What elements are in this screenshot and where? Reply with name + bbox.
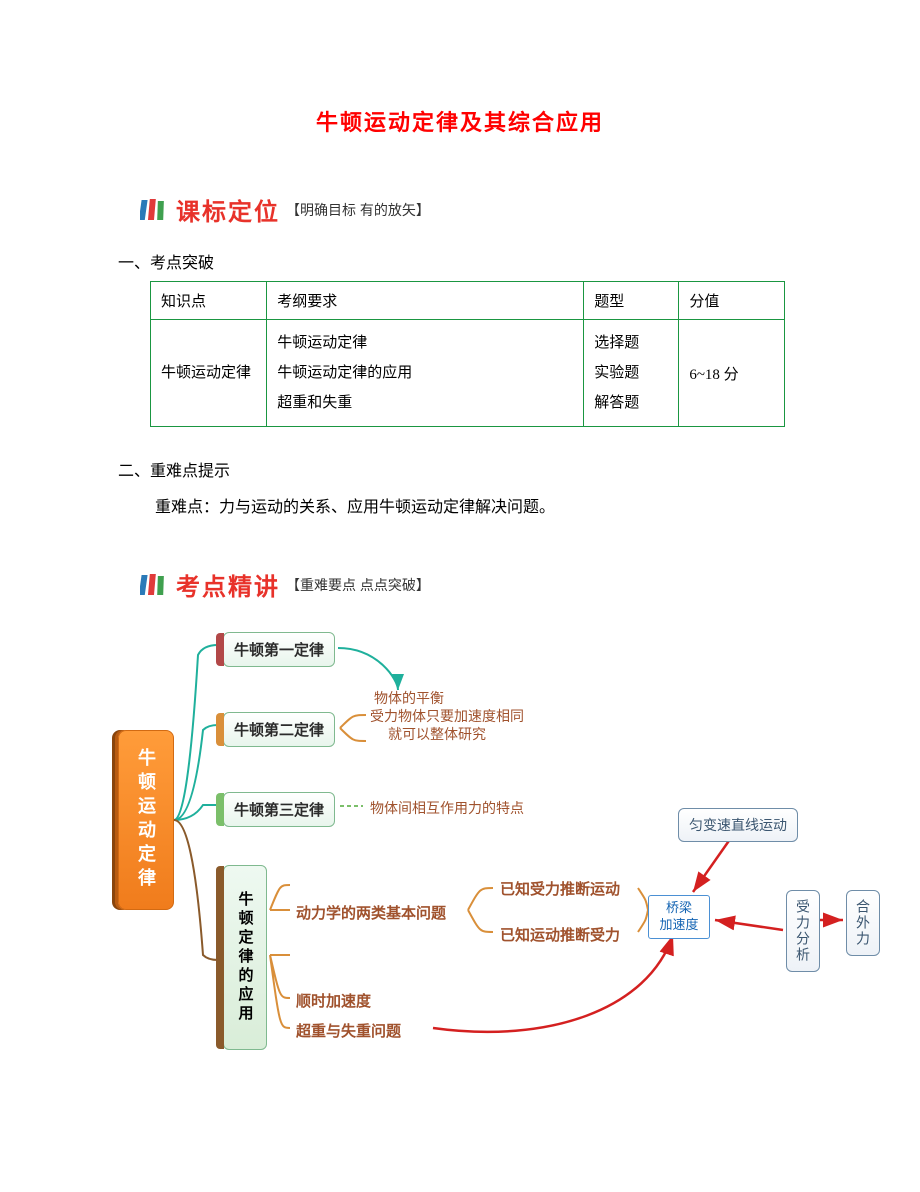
section1-header: 课标定位 【明确目标 有的放矢】	[140, 192, 920, 227]
first-law-label: 牛顿第一定律	[234, 642, 324, 659]
bridge-l1: 桥梁	[653, 900, 705, 917]
th-knowledge: 知识点	[151, 282, 267, 320]
mindmap: 牛顿运动定律 牛顿第一定律 牛顿第二定律 牛顿第三定律 牛顿定律的应用 物体的平…	[118, 610, 898, 1060]
accent-bar	[216, 633, 224, 666]
second-law-label: 牛顿第二定律	[234, 722, 324, 739]
th-score: 分值	[679, 282, 785, 320]
keypoint-text: 重难点：力与运动的关系、应用牛顿运动定律解决问题。	[155, 493, 920, 517]
node-application: 牛顿定律的应用	[223, 865, 267, 1050]
accent-bar	[216, 793, 224, 826]
leaf-third: 物体间相互作用力的特点	[370, 798, 524, 818]
qtype-line1: 选择题	[594, 328, 668, 358]
section2-header: 考点精讲 【重难要点 点点突破】	[140, 567, 920, 602]
section2-title: 考点精讲	[176, 567, 280, 602]
books-icon	[140, 197, 170, 223]
section2-subtitle: 【重难要点 点点突破】	[286, 575, 430, 595]
third-law-label: 牛顿第三定律	[234, 802, 324, 819]
leaf-two-problems: 动力学的两类基本问题	[296, 902, 446, 923]
section1-title: 课标定位	[176, 192, 280, 227]
cell-qtype: 选择题 实验题 解答题	[584, 320, 679, 427]
bridge-l2: 加速度	[653, 917, 705, 934]
table-header-row: 知识点 考纲要求 题型 分值	[151, 282, 785, 320]
leaf-overweight: 超重与失重问题	[296, 1020, 401, 1041]
exam-table: 知识点 考纲要求 题型 分值 牛顿运动定律 牛顿运动定律 牛顿运动定律的应用 超…	[150, 281, 785, 427]
leaf-balance: 物体的平衡	[374, 688, 444, 708]
leaf-sub2: 已知运动推断受力	[500, 924, 620, 945]
cell-requirements: 牛顿运动定律 牛顿运动定律的应用 超重和失重	[267, 320, 584, 427]
subsection-1a: 一、考点突破	[118, 249, 920, 273]
box-force-analysis: 受力分析	[786, 890, 820, 972]
th-requirement: 考纲要求	[267, 282, 584, 320]
req-line3: 超重和失重	[277, 388, 573, 418]
accent-bar	[216, 713, 224, 746]
req-line2: 牛顿运动定律的应用	[277, 358, 573, 388]
box-net-force: 合外力	[846, 890, 880, 956]
qtype-line3: 解答题	[594, 388, 668, 418]
table-row: 牛顿运动定律 牛顿运动定律 牛顿运动定律的应用 超重和失重 选择题 实验题 解答…	[151, 320, 785, 427]
books-icon	[140, 572, 170, 598]
cell-knowledge: 牛顿运动定律	[151, 320, 267, 427]
cell-score: 6~18 分	[679, 320, 785, 427]
node-first-law: 牛顿第一定律	[223, 632, 335, 667]
box-bridge: 桥梁 加速度	[648, 895, 710, 939]
root-node: 牛顿运动定律	[118, 730, 174, 910]
subsection-1b: 二、重难点提示	[118, 457, 920, 481]
leaf-second-l2: 就可以整体研究	[388, 724, 486, 744]
section1-subtitle: 【明确目标 有的放矢】	[286, 200, 430, 220]
node-second-law: 牛顿第二定律	[223, 712, 335, 747]
leaf-sub1: 已知受力推断运动	[500, 878, 620, 899]
leaf-second-l1: 受力物体只要加速度相同	[370, 706, 524, 726]
req-line1: 牛顿运动定律	[277, 328, 573, 358]
th-qtype: 题型	[584, 282, 679, 320]
page-title: 牛顿运动定律及其综合应用	[0, 0, 920, 137]
node-third-law: 牛顿第三定律	[223, 792, 335, 827]
leaf-instant: 顺时加速度	[296, 990, 371, 1011]
box-uniform-motion: 匀变速直线运动	[678, 808, 798, 842]
qtype-line2: 实验题	[594, 358, 668, 388]
